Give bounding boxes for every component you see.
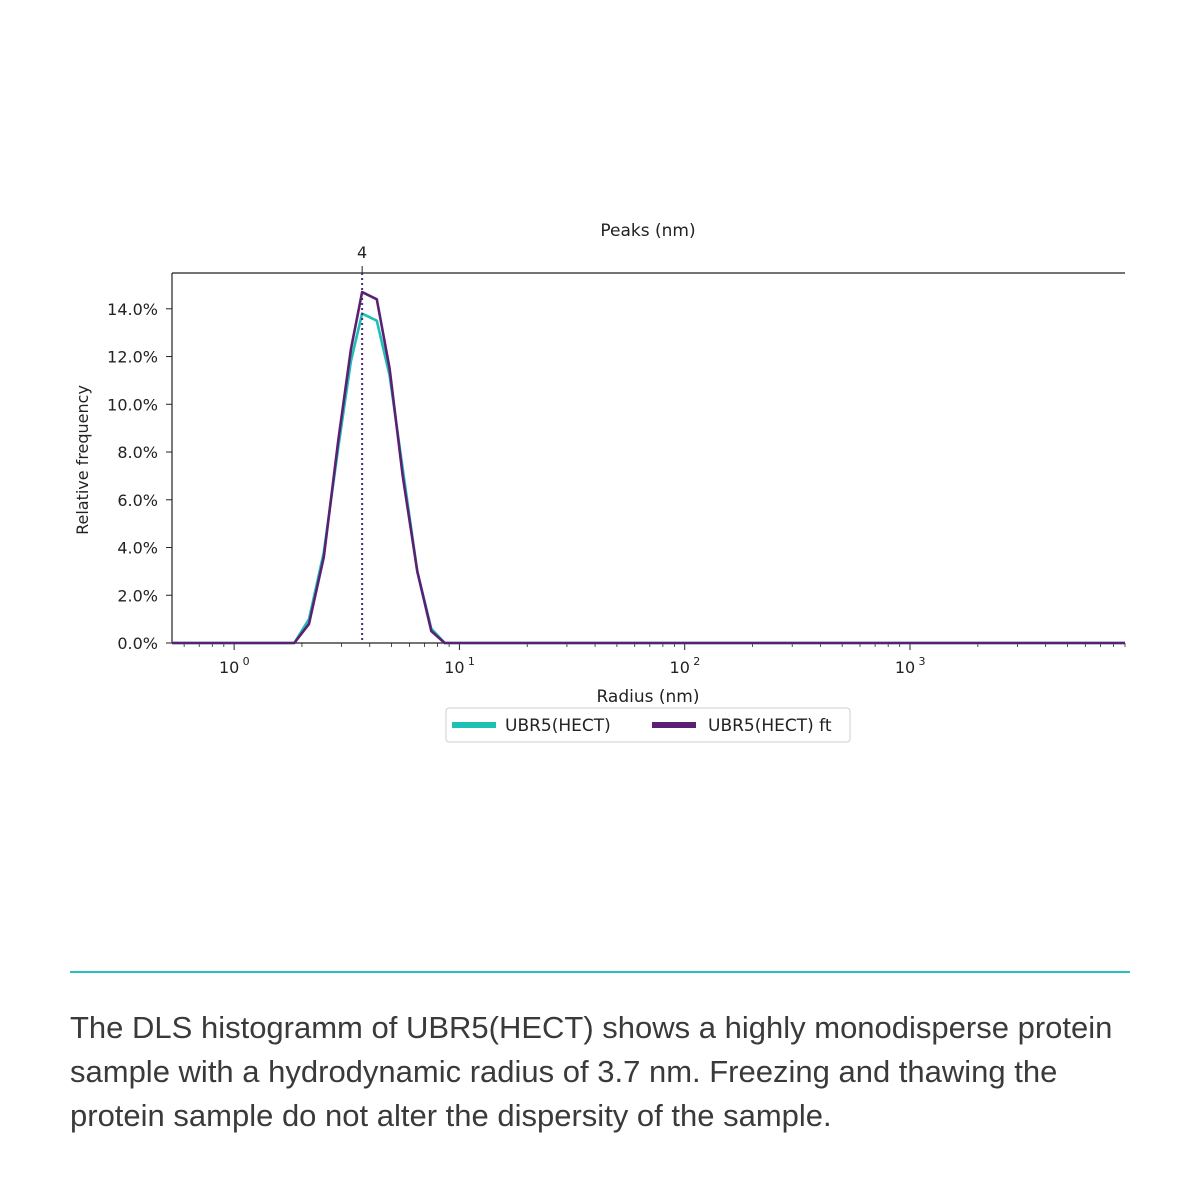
x-tick-exponent: 0 [243, 655, 250, 668]
x-tick-label: 10 [444, 658, 464, 677]
plot-area: 0.0% 2.0% 4.0% 6.0% 8.0% 10.0% 12.0% 14.0% 10 0 10… [107, 243, 1126, 677]
y-tick-label: 14.0% [107, 300, 158, 319]
figure-caption: The DLS histogramm of UBR5(HECT) shows a… [70, 1010, 1113, 1133]
y-tick-label: 2.0% [117, 586, 158, 605]
series-line-2 [172, 290, 1125, 645]
legend-label-1: UBR5(HECT) [505, 716, 611, 736]
x-tick-exponent: 3 [919, 655, 926, 668]
y-tick-label: 10.0% [107, 395, 158, 414]
x-tick-label: 10 [895, 658, 915, 677]
x-axis-label: Radius (nm) [596, 687, 699, 707]
y-tick-label: 4.0% [117, 539, 158, 558]
y-tick-label: 6.0% [117, 491, 158, 510]
y-tick-label: 8.0% [117, 443, 158, 462]
x-tick-label: 10 [219, 658, 239, 677]
y-tick-label: 0.0% [117, 634, 158, 653]
legend-frame [445, 707, 851, 743]
x-tick-exponent: 2 [693, 655, 700, 668]
dls-histogram-chart: Peaks (nm) 0.0% 2.0% 4.0% 6.0% 8.0% 10.0% 12.0… [73, 221, 1126, 743]
peak-label: 4 [357, 243, 367, 262]
chart-title: Peaks (nm) [600, 221, 695, 241]
y-axis-label: Relative frequency [73, 385, 92, 535]
x-tick-label: 10 [670, 658, 690, 677]
legend: UBR5(HECT) UBR5(HECT) ft [445, 707, 851, 743]
y-tick-label: 12.0% [107, 348, 158, 367]
x-tick-exponent: 1 [468, 655, 475, 668]
legend-label-2: UBR5(HECT) ft [708, 716, 832, 736]
divider [70, 971, 1130, 973]
